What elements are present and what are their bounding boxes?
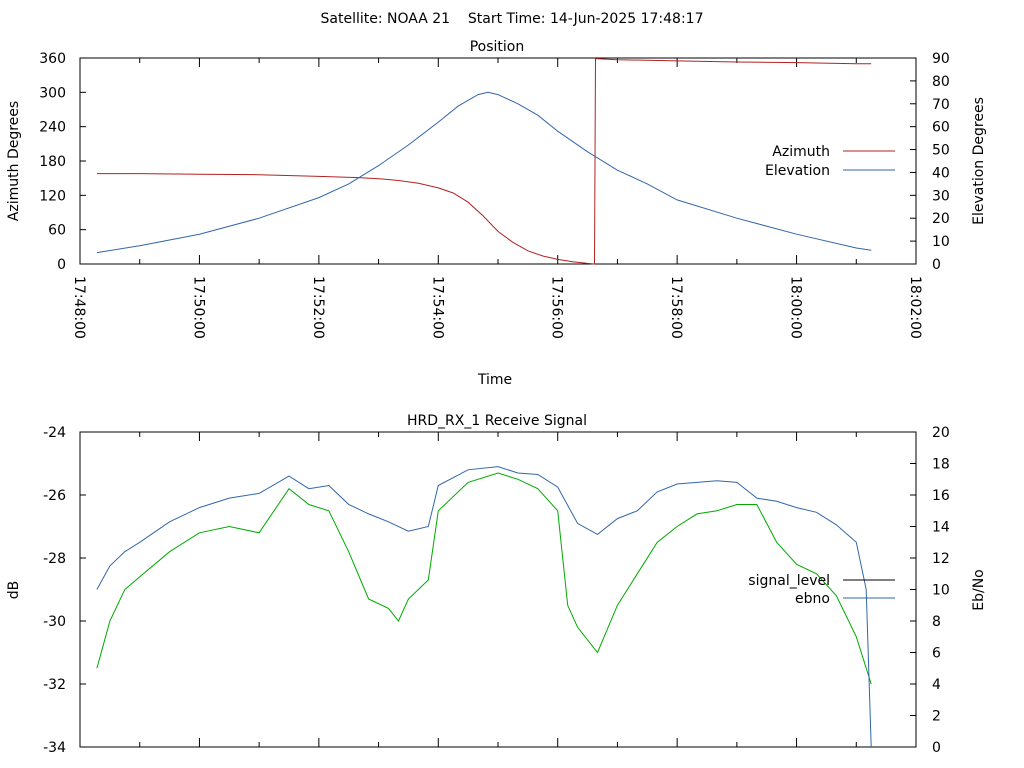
y-tick-label: 120	[39, 188, 66, 204]
y2-tick-label: 20	[932, 211, 950, 227]
x-tick-label: 17:48:00	[71, 276, 87, 339]
y2-tick-label: 30	[932, 188, 950, 204]
y2-tick-label: 40	[932, 165, 950, 181]
y2-tick-label: 10	[932, 234, 950, 250]
y-tick-label: 0	[57, 257, 66, 273]
y2-tick-label: 0	[932, 740, 941, 756]
y2-tick-label: 14	[932, 520, 950, 536]
y-tick-label: 60	[48, 223, 66, 239]
y2-tick-label: 18	[932, 457, 950, 473]
series-line-elevation	[96, 91, 872, 254]
y2-tick-label: 12	[932, 551, 950, 567]
legend-label-elevation: Elevation	[765, 163, 830, 179]
y-tick-label: -30	[43, 614, 66, 630]
y-tick-label: 360	[39, 51, 66, 67]
y2-tick-label: 2	[932, 709, 941, 725]
signal-title: HRD_RX_1 Receive Signal	[407, 413, 587, 429]
y-tick-label: 300	[39, 85, 66, 101]
legend-label-signal-level: signal_level	[748, 573, 830, 589]
series-line-ebno	[96, 466, 872, 748]
y2-tick-label: 0	[932, 257, 941, 273]
x-tick-label: 17:50:00	[190, 276, 206, 339]
position-y2-axis-label: Elevation Degrees	[971, 97, 987, 225]
signal-legend: signal_level ebno	[748, 573, 895, 607]
y2-tick-label: 70	[932, 97, 950, 113]
y2-tick-label: 90	[932, 51, 950, 67]
y2-tick-label: 50	[932, 143, 950, 159]
signal-axes: -34 -32 -30 -28 -26 -24 0 2 4 6 8 10 12 14 16 18 20	[43, 425, 950, 756]
y2-tick-label: 60	[932, 120, 950, 136]
x-tick-label: 17:56:00	[549, 276, 565, 339]
page-title: Satellite: NOAA 21 Start Time: 14-Jun-20…	[321, 11, 704, 27]
y-tick-label: 180	[39, 154, 66, 170]
y2-tick-label: 10	[932, 583, 950, 599]
x-tick-label: 18:00:00	[788, 276, 804, 339]
y2-tick-label: 20	[932, 425, 950, 441]
y-tick-label: -24	[43, 425, 66, 441]
y2-tick-label: 8	[932, 614, 941, 630]
y-tick-label: -34	[43, 740, 66, 756]
y-tick-label: 240	[39, 120, 66, 136]
position-axes: 0 60 120 180 240 300 360 0 10 20 30 40 50 60 70 80 90 17:…	[39, 51, 950, 339]
signal-y-axis-label: dB	[6, 581, 22, 600]
x-tick-label: 17:52:00	[310, 276, 326, 339]
position-legend: Azimuth Elevation	[765, 144, 895, 179]
signal-series	[96, 466, 872, 748]
y2-tick-label: 6	[932, 646, 941, 662]
legend-label-azimuth: Azimuth	[772, 144, 830, 160]
signal-y2-axis-label: Eb/No	[971, 569, 987, 611]
x-tick-label: 17:54:00	[429, 276, 445, 339]
y2-tick-label: 80	[932, 74, 950, 90]
y2-tick-label: 16	[932, 488, 950, 504]
signal-chart: HRD_RX_1 Receive Signal -34-32-30-28-26-…	[6, 413, 987, 756]
y-tick-label: -32	[43, 677, 66, 693]
position-y-axis-label: Azimuth Degrees	[6, 101, 22, 221]
position-title: Position	[470, 39, 525, 55]
position-series	[96, 58, 872, 265]
y2-tick-label: 4	[932, 677, 941, 693]
y-tick-label: -26	[43, 488, 66, 504]
position-chart: Position 0 60 120 180 240 300 360 0 10 20 30 40 50 60…	[6, 39, 987, 388]
position-x-axis-label: Time	[477, 372, 512, 388]
series-line-azimuth	[96, 58, 872, 265]
x-tick-label: 18:02:00	[907, 276, 923, 339]
x-tick-label: 17:58:00	[668, 276, 684, 339]
y-tick-label: -28	[43, 551, 66, 567]
legend-label-ebno: ebno	[795, 591, 830, 607]
signal-plot-frame	[79, 431, 917, 748]
series-line-signal-level	[96, 472, 872, 685]
